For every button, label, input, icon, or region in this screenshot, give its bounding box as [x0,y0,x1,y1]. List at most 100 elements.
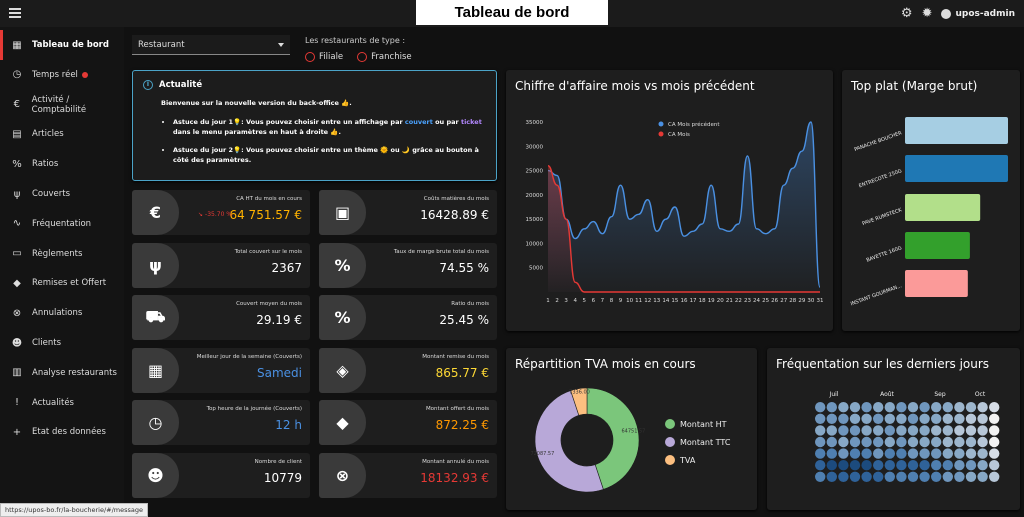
sidebar-item-clients[interactable]: ☻ Clients [0,328,124,358]
tva-panel: Répartition TVA mois en cours 64751.57 72… [506,348,757,510]
y-tick-label: 20000 [526,193,544,199]
bar [905,155,1008,182]
restaurant-select[interactable]: Restaurant [132,35,290,55]
user-menu[interactable]: upos-admin [941,8,1015,19]
sidebar-item-temps-r-el[interactable]: ◷ Temps réel [0,60,124,90]
x-tick-label: 27 [780,298,787,304]
kpi-label: CA HT du mois en cours [236,196,302,202]
category-label: PANACHE BOUCHER [854,130,904,153]
sidebar-item-tableau-de-bord[interactable]: ▦ Tableau de bord [0,30,124,60]
heatmap-cell [884,471,895,482]
heatmap-cell [873,402,884,413]
slice-label: 7336.00 [569,390,590,396]
heatmap-cell [919,413,930,424]
tip1-text-c: dans le menu paramètres en haut à droite… [173,128,341,136]
kpi-label: Montant offert du mois [425,406,489,413]
kpi-card: ψ Total couvert sur le mois 2367 [132,242,310,288]
heatmap-cell [826,460,837,471]
sidebar-item-analyse-restaurants[interactable]: ▥ Analyse restaurants [0,358,124,388]
x-tick-label: 28 [789,298,796,304]
x-tick-label: 10 [626,298,633,304]
sidebar-item-r-glements[interactable]: ▭ Règlements [0,239,124,269]
clock-icon: ◷ [12,69,22,81]
heatmap-cell [965,436,977,448]
heatmap-cell [873,460,884,471]
radio-filiale[interactable]: Filiale [305,52,343,62]
heatmap-cell [838,413,849,424]
series-area [548,122,820,292]
heatmap-cell [849,413,861,424]
x-tick-label: 18 [699,298,706,304]
heatmap-cell [849,471,861,482]
sidebar-item-ratios[interactable]: % Ratios [0,149,124,179]
sidebar-item-activit-comptabilit[interactable]: € Activité / Comptabilité [0,90,124,120]
ticket-link[interactable]: ticket [460,118,482,126]
sidebar-item-label: Clients [32,338,62,348]
heatmap-cell [838,425,849,436]
archive-icon: ▣ [319,190,366,235]
heatmap-cell [931,436,942,448]
legend-dot [658,131,664,137]
category-label: BAVETTE 160G [866,245,903,263]
heatmap-cell [873,413,884,424]
heatmap-cell [977,448,988,459]
sidebar-item-label: Couverts [32,189,71,199]
heatmap-cell [815,460,826,471]
radio-franchise[interactable]: Franchise [357,52,412,62]
sidebar-item-remises-et-offert[interactable]: ◆ Remises et Offert [0,268,124,298]
heatmap-cell [826,471,837,482]
legend-label: Montant HT [680,420,727,429]
kpi-card: ▣ Coûts matières du mois 16428.89 € [319,190,497,235]
heatmap-cell [884,460,895,471]
heatmap-cell [907,436,919,448]
sidebar-item-etat-des-donn-es[interactable]: + Etat des données [0,417,124,447]
sidebar-item-actualit-s[interactable]: ! Actualités [0,388,124,418]
kpi-value: 865.77 € [435,365,489,380]
sidebar-item-annulations[interactable]: ⊗ Annulations [0,298,124,328]
heatmap-cell [849,425,861,436]
sidebar-item-label: Activité / Comptabilité [31,94,87,115]
kpi-label: Coûts matières du mois [423,196,489,202]
heatmap-cell [861,460,872,471]
sidebar-item-couverts[interactable]: ψ Couverts [0,179,124,209]
heatmap-cell [884,402,895,413]
heatmap-cell [977,413,988,424]
top-plat-panel: Top plat (Marge brut) PANACHE BOUCHER ENT… [842,70,1020,331]
heatmap-cell [884,425,895,436]
news-intro: Bienvenue sur la nouvelle version du bac… [161,99,352,107]
people-icon: ☻ [132,453,179,498]
top-icons: ⚙ ✹ upos-admin [901,6,1015,21]
kpi-card: ◆ Montant offert du mois 872.25 € [319,400,497,446]
sidebar-item-fr-quentation[interactable]: ∿ Fréquentation [0,209,124,239]
percent-icon: % [319,295,366,341]
news-tip-1: Astuce du jour 1💡: Vous pouvez choisir e… [173,117,493,137]
couvert-link[interactable]: couvert [404,118,433,126]
heatmap-cell [965,448,977,459]
x-tick-label: 8 [610,298,614,304]
gear-icon[interactable]: ⚙ [900,6,913,21]
donut-slice [586,387,640,490]
heatmap-cell [907,413,919,424]
heatmap-cell [815,413,826,424]
x-tick-label: 12 [644,298,651,304]
dashboard-icon: ▦ [12,39,22,51]
x-tick-label: 29 [798,298,805,304]
cutlery-icon: ψ [132,242,179,288]
frequentation-panel: Fréquentation sur les derniers jours Jui… [767,348,1020,510]
cart-icon: ⛟ [132,295,179,341]
radio-circle-icon [357,52,368,62]
hamburger-menu-icon[interactable] [9,8,21,18]
euro-icon: € [132,190,179,235]
heatmap-cell [965,460,977,471]
sidebar: ▦ Tableau de bord ◷ Temps réel € Activité / C… [0,27,124,517]
sidebar-item-articles[interactable]: ▤ Articles [0,119,124,149]
heatmap-cell [907,425,919,436]
heatmap-cell [919,436,930,448]
category-label: PAVE RUMSTECK [862,207,904,227]
month-label: Oct [975,391,986,398]
x-tick-label: 26 [771,298,778,304]
heatmap-cell [861,402,872,413]
theme-settings-icon[interactable]: ✹ [921,6,933,21]
heatmap-cell [977,402,988,413]
heatmap-cell [965,471,977,482]
